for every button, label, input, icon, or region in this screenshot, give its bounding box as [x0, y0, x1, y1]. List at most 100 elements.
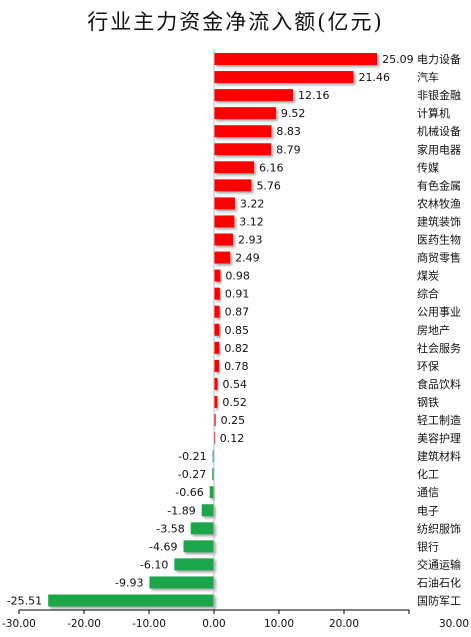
bar-29	[149, 576, 214, 589]
value-label: -1.89	[167, 504, 195, 517]
category-label: 电子	[417, 504, 439, 517]
value-label: 0.82	[224, 342, 249, 355]
value-label: 8.79	[276, 143, 301, 156]
bar-17	[214, 359, 220, 372]
x-tick-label: -20.00	[67, 618, 101, 630]
value-label: 0.52	[222, 396, 247, 409]
bar-27	[183, 540, 214, 553]
category-label: 社会服务	[417, 341, 461, 355]
x-tick-label: -10.00	[132, 618, 166, 630]
category-label: 汽车	[417, 70, 439, 84]
value-label: 3.12	[239, 215, 264, 228]
bar-12	[214, 269, 221, 282]
bar-20	[214, 414, 216, 426]
category-label: 有色金属	[417, 178, 461, 192]
bar-21	[214, 432, 216, 445]
x-axis: -30.00 -20.00 -10.00 0.00 10.00 20.00 30.00	[2, 49, 469, 630]
bar-5	[214, 143, 272, 156]
bar-0	[214, 53, 378, 65]
value-label: 0.98	[225, 270, 250, 283]
category-label: 商贸零售	[417, 251, 461, 265]
value-label: 25.09	[382, 53, 414, 66]
category-label: 环保	[417, 359, 439, 373]
category-label: 交通运输	[417, 557, 461, 571]
bar-1	[214, 71, 354, 84]
bar-16	[214, 341, 220, 354]
category-label: 综合	[417, 287, 439, 301]
value-label: 0.87	[225, 306, 250, 319]
category-label: 非银金融	[417, 88, 461, 102]
bar-6	[214, 161, 255, 174]
category-label: 建筑装饰	[417, 214, 461, 228]
value-label: 3.22	[240, 197, 265, 210]
value-label: -0.21	[178, 450, 206, 463]
category-label: 计算机	[417, 106, 450, 120]
category-label: 电力设备	[417, 52, 461, 66]
value-label: 8.83	[276, 125, 301, 138]
x-tick-label: 20.00	[329, 618, 359, 630]
x-tick-label: -30.00	[2, 618, 36, 630]
value-label: -6.10	[140, 558, 168, 571]
category-label: 房地产	[417, 323, 450, 337]
value-label: 0.78	[224, 360, 249, 373]
x-tick-label: 30.00	[439, 618, 469, 630]
bar-4	[214, 125, 272, 138]
bar-8	[214, 197, 235, 210]
value-label: 0.54	[223, 378, 248, 391]
value-label: 2.49	[235, 252, 260, 265]
value-label: -3.58	[156, 522, 184, 535]
category-label: 纺织服饰	[417, 521, 461, 535]
category-label: 美容护理	[417, 431, 461, 445]
bar-30	[48, 594, 215, 607]
bar-22	[212, 450, 214, 463]
bars-group: 25.09 电力设备 21.46 汽车 12.16 非银金融 9.52 计算机 8.83 机械设备…	[7, 52, 461, 608]
category-label: 传媒	[417, 161, 439, 174]
bar-7	[214, 179, 252, 192]
bar-9	[214, 215, 235, 228]
category-label: 机械设备	[417, 124, 461, 138]
value-label: 0.91	[225, 288, 250, 301]
bar-28	[174, 558, 214, 571]
category-label: 煤炭	[417, 270, 439, 283]
bar-3	[214, 107, 276, 120]
value-label: 21.46	[358, 71, 390, 84]
value-label: -4.69	[149, 540, 177, 553]
bar-2	[214, 89, 294, 102]
value-label: 12.16	[298, 89, 330, 102]
category-label: 石油石化	[417, 575, 461, 589]
value-label: 0.25	[221, 414, 246, 427]
value-label: 6.16	[259, 161, 284, 174]
bar-23	[212, 468, 214, 481]
bar-25	[201, 504, 214, 517]
category-label: 轻工制造	[417, 413, 461, 427]
value-label: -0.27	[178, 468, 206, 481]
value-label: 5.76	[256, 179, 281, 192]
bar-13	[214, 287, 220, 300]
bar-19	[214, 395, 218, 408]
x-tick-label: 0.00	[202, 618, 225, 630]
bar-26	[190, 522, 214, 535]
value-label: -25.51	[7, 595, 42, 608]
category-label: 国防军工	[417, 594, 461, 608]
category-label: 通信	[417, 486, 439, 499]
category-label: 公用事业	[417, 306, 461, 319]
value-label: 0.12	[220, 432, 245, 445]
x-tick-label: 10.00	[264, 618, 294, 630]
bar-10	[214, 233, 234, 246]
category-label: 医药生物	[417, 233, 461, 247]
bar-18	[214, 377, 218, 390]
category-label: 银行	[417, 539, 439, 553]
bar-24	[209, 486, 214, 499]
value-label: -0.66	[175, 486, 203, 499]
bar-15	[214, 323, 220, 336]
value-label: 0.85	[225, 324, 250, 337]
chart-title: 行业主力资金净流入额(亿元)	[87, 10, 384, 34]
category-label: 建筑材料	[417, 449, 461, 463]
category-label: 化工	[417, 467, 439, 481]
category-label: 家用电器	[417, 142, 461, 156]
value-label: 2.93	[238, 234, 262, 247]
category-label: 食品饮料	[417, 377, 461, 391]
value-label: -9.93	[115, 576, 143, 589]
bar-14	[214, 305, 220, 318]
